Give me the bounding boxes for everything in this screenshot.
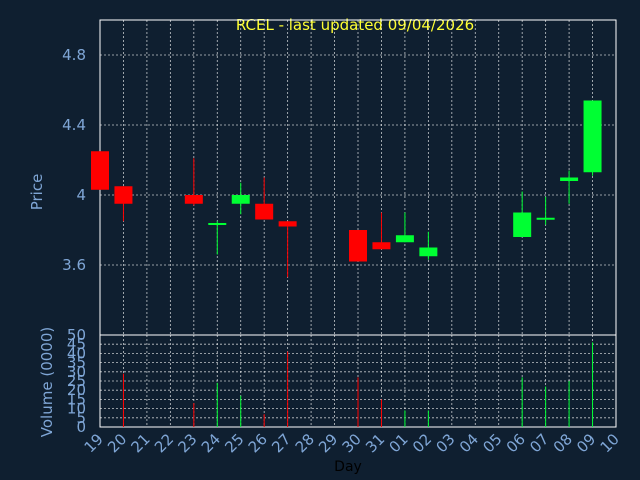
volume-tick-label: 35 [67, 354, 86, 372]
candle-body [91, 151, 109, 190]
candle-body [208, 223, 227, 225]
x-tick-label: 22 [151, 430, 177, 456]
volume-tick-label: 20 [67, 381, 86, 399]
price-axis-label: Price [28, 174, 46, 211]
volume-tick-label: 30 [67, 363, 86, 381]
x-tick-label: 02 [409, 430, 435, 456]
x-tick-label: 29 [315, 430, 341, 456]
volume-panel: 1920212223242526272829303101020304050607… [67, 326, 623, 456]
x-tick-label: 21 [128, 430, 154, 456]
x-tick-label: 01 [386, 430, 412, 456]
x-tick-label: 05 [479, 430, 505, 456]
x-tick-label: 30 [339, 430, 365, 456]
volume-tick-label: 10 [67, 400, 86, 418]
volume-tick-label: 5 [76, 409, 86, 427]
candle-body [114, 186, 133, 204]
price-tick-label: 3.6 [62, 256, 86, 274]
volume-tick-label: 15 [67, 390, 86, 408]
x-tick-label: 06 [503, 430, 529, 456]
volume-tick-label: 50 [67, 326, 86, 344]
x-tick-label: 04 [456, 430, 482, 456]
x-tick-label: 28 [292, 430, 318, 456]
x-axis-label: Day [334, 459, 362, 475]
candle-body [255, 203, 274, 220]
x-tick-label: 10 [597, 430, 623, 456]
x-tick-label: 24 [198, 430, 224, 456]
candle-body [231, 195, 250, 204]
volume-tick-label: 40 [67, 344, 86, 362]
x-tick-label: 25 [221, 430, 247, 456]
candle-body [419, 247, 438, 257]
x-tick-label: 09 [573, 430, 599, 456]
x-tick-label: 03 [432, 430, 458, 456]
candle-body [278, 221, 297, 227]
candle-body [560, 177, 579, 181]
x-tick-label: 07 [526, 430, 552, 456]
price-tick-label: 4.8 [62, 46, 86, 64]
candle-body [583, 100, 602, 173]
price-tick-label: 4.4 [62, 116, 86, 134]
candle-body [184, 195, 203, 204]
price-panel: 4.8 4.4 4 3.6 [62, 19, 617, 336]
candle-body [349, 230, 367, 262]
chart-title: RCEL - last updated 09/04/2026 [236, 16, 474, 34]
volume-tick-label: 25 [67, 372, 86, 390]
x-tick-label: 23 [174, 430, 200, 456]
x-tick-label: 20 [104, 430, 130, 456]
candle-body [536, 217, 555, 220]
x-tick-label: 26 [245, 430, 271, 456]
candle-body [395, 235, 414, 243]
candle-body [513, 212, 532, 237]
candle-body [372, 242, 391, 250]
volume-tick-label: 0 [76, 418, 86, 436]
x-tick-label: 27 [268, 430, 294, 456]
price-tick-label: 4 [76, 186, 86, 204]
x-tick-label: 31 [362, 430, 388, 456]
volume-tick-label: 45 [67, 335, 86, 353]
x-tick-label: 08 [550, 430, 576, 456]
volume-axis-label: Volume (0000) [38, 327, 56, 437]
